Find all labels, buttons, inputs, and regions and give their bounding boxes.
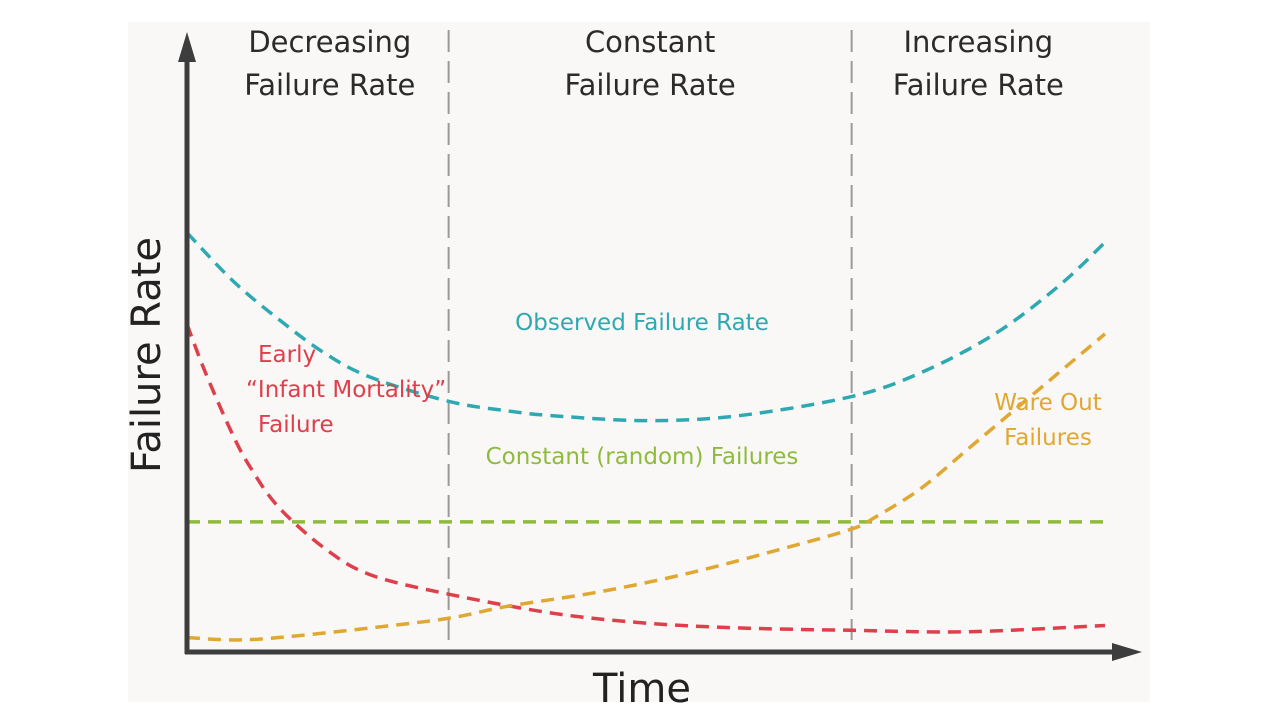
region-label: Failure Rate xyxy=(893,68,1064,102)
series-labels: Observed Failure Rate Early “Infant Mortal… xyxy=(246,310,1102,470)
region-label: Constant xyxy=(585,25,715,59)
series-label: Observed Failure Rate xyxy=(515,310,769,336)
series-label: “Infant Mortality” xyxy=(246,377,446,403)
series-label: Ware Out xyxy=(994,390,1101,416)
x-axis-title: Time xyxy=(592,666,691,712)
series-label: Failures xyxy=(1004,425,1092,451)
series-label: Failure xyxy=(258,412,334,438)
series-line-4 xyxy=(186,332,1107,642)
series-lines xyxy=(185,231,1107,642)
series-label: Constant (random) Failures xyxy=(486,444,799,470)
x-axis-arrow-icon xyxy=(1112,643,1142,661)
region-dividers xyxy=(447,30,853,640)
region-labels: Decreasing Failure Rate Constant Failure Ra… xyxy=(244,25,1064,102)
series-label: Early xyxy=(258,342,316,368)
y-axis-arrow-icon xyxy=(178,32,196,62)
region-label: Decreasing xyxy=(248,25,411,59)
region-label: Increasing xyxy=(903,25,1053,59)
series-line-2 xyxy=(185,323,1106,634)
region-label: Failure Rate xyxy=(565,68,736,102)
plot-background xyxy=(128,22,1150,702)
region-label: Failure Rate xyxy=(244,68,415,102)
axes xyxy=(178,32,1142,661)
series-line-1 xyxy=(185,231,1107,423)
y-axis-title: Failure Rate xyxy=(124,237,170,473)
